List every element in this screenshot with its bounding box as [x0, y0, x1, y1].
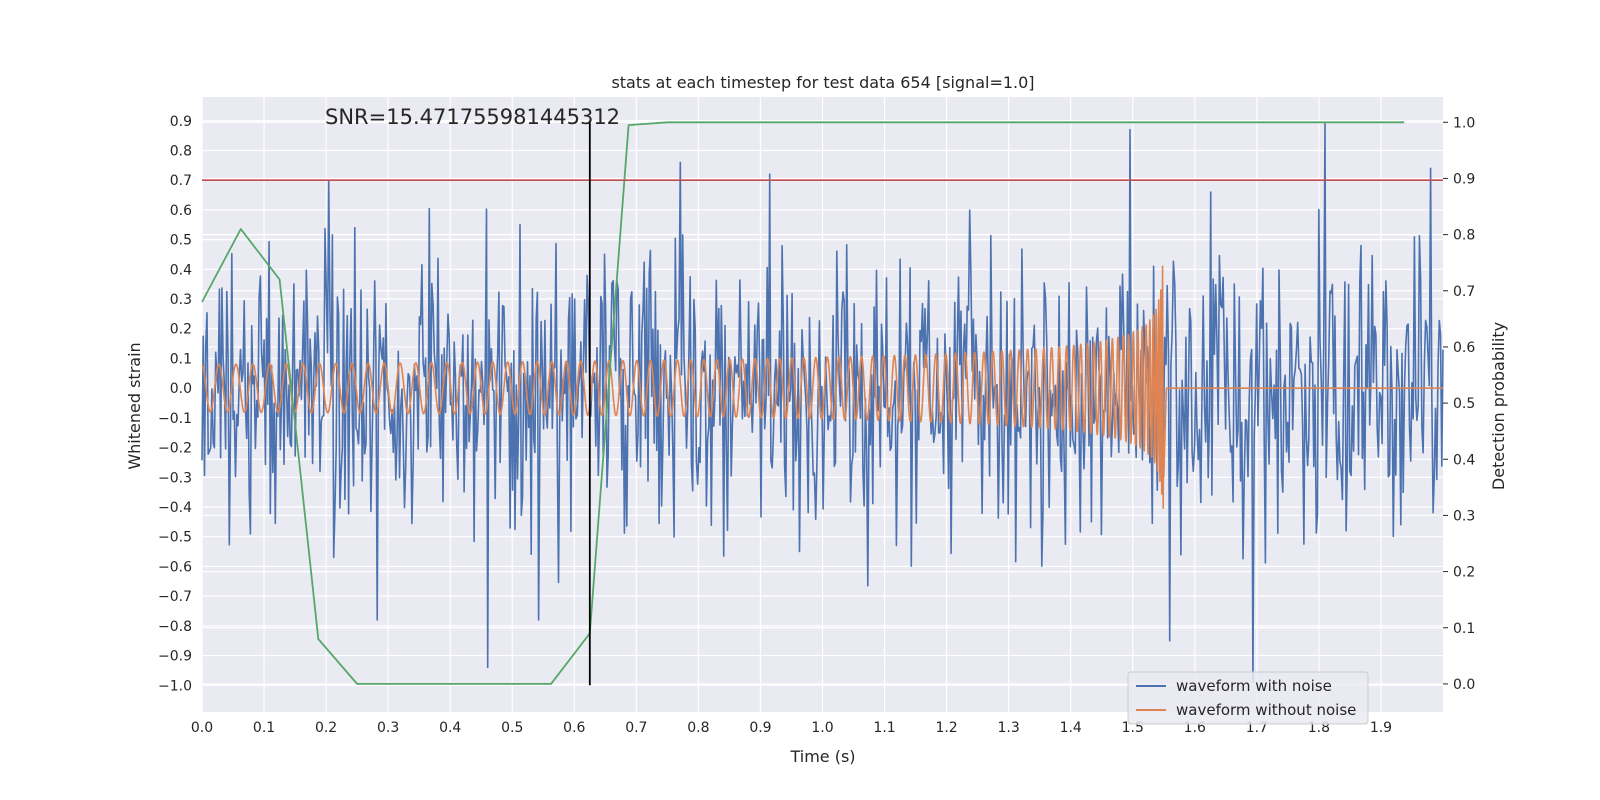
x-tick-label: 0.2	[315, 720, 337, 736]
chart-title: stats at each timestep for test data 654…	[611, 73, 1034, 92]
x-tick-label: 1.3	[998, 720, 1020, 736]
y-right-tick-label: 0.5	[1453, 396, 1475, 412]
y-left-tick-label: 0.4	[170, 262, 192, 278]
y-left-tick-label: −1.0	[158, 678, 192, 694]
overlay	[202, 120, 1443, 686]
y-right-tick-label: 0.8	[1453, 228, 1475, 244]
y-left-tick-label: 0.2	[170, 322, 192, 338]
legend-label-noise: waveform with noise	[1176, 677, 1332, 695]
y-left-tick-label: 0.8	[170, 143, 192, 159]
y-left-tick-label: −0.9	[158, 649, 192, 665]
series-noisy-waveform	[201, 122, 1444, 684]
series-clean-waveform	[201, 265, 1444, 510]
y-right-tick-label: 0.3	[1453, 508, 1475, 524]
x-tick-label: 0.8	[687, 720, 709, 736]
y-axis-label-right: Detection probability	[1489, 322, 1508, 490]
y-left-tick-label: −0.2	[158, 441, 192, 457]
y-right-tick-label: 0.7	[1453, 284, 1475, 300]
y-left-tick-label: −0.3	[158, 470, 192, 486]
y-axis-label-left: Whitened strain	[125, 342, 144, 469]
x-tick-label: 1.4	[1060, 720, 1082, 736]
y-right-tick-label: 1.0	[1453, 115, 1475, 131]
y-left-tick-label: 0.3	[170, 292, 192, 308]
y-left-tick-label: 0.0	[170, 381, 192, 397]
x-tick-label: 0.0	[191, 720, 213, 736]
legend-label-clean: waveform without noise	[1176, 701, 1356, 719]
y-left-tick-label: −0.4	[158, 500, 192, 516]
x-axis-label: Time (s)	[789, 747, 855, 766]
x-tick-label: 0.9	[749, 720, 771, 736]
y-left-tick-label: −0.6	[158, 559, 192, 575]
x-tick-label: 0.7	[625, 720, 647, 736]
x-tick-label: 0.3	[377, 720, 399, 736]
legend: waveform with noise waveform without noi…	[1127, 671, 1369, 725]
y-left-tick-label: 0.1	[170, 351, 192, 367]
x-tick-label: 0.5	[501, 720, 523, 736]
snr-annotation: SNR=15.471755981445312	[325, 105, 620, 129]
x-tick-label: 1.9	[1370, 720, 1392, 736]
y-right-tick-label: 0.0	[1453, 677, 1475, 693]
x-tick-label: 0.1	[253, 720, 275, 736]
x-tick-label: 1.2	[935, 720, 957, 736]
y-left-tick-label: −0.8	[158, 619, 192, 635]
y-left-tick-label: 0.5	[170, 233, 192, 249]
x-tick-label: 1.0	[811, 720, 833, 736]
y-right-tick-label: 0.4	[1453, 452, 1475, 468]
legend-frame	[1127, 671, 1369, 725]
series-detection-probability	[201, 121, 1405, 685]
y-left-tick-label: 0.9	[170, 114, 192, 130]
y-left-tick-label: 0.7	[170, 173, 192, 189]
y-right-tick-label: 0.1	[1453, 621, 1475, 637]
x-tick-label: 1.1	[873, 720, 895, 736]
y-left-tick-label: −0.5	[158, 530, 192, 546]
y-right-tick-label: 0.9	[1453, 171, 1475, 187]
y-right-tick-label: 0.2	[1453, 565, 1475, 581]
y-right-tick-label: 0.6	[1453, 340, 1475, 356]
y-left-tick-label: −0.1	[158, 411, 192, 427]
x-tick-label: 0.6	[563, 720, 585, 736]
series-layer	[201, 121, 1444, 685]
y-left-tick-label: 0.6	[170, 203, 192, 219]
x-tick-label: 0.4	[439, 720, 461, 736]
y-left-tick-label: −0.7	[158, 589, 192, 605]
ticks: 0.0 0.1 0.2 0.3 0.4 0.5 0.6 0.7 0.8 0.9 1.0 1.1 1.2 1…	[158, 114, 1475, 736]
